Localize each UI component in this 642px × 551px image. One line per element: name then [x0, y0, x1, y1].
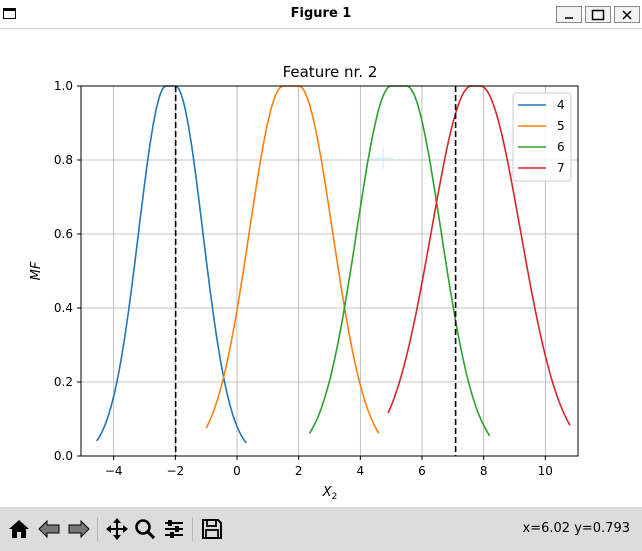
pan-icon — [106, 518, 128, 540]
legend-box — [512, 92, 572, 182]
legend: 4 5 6 7 — [512, 92, 572, 182]
configure-subplots-icon — [165, 520, 183, 538]
x-tick-label: 4 — [357, 464, 365, 478]
home-button[interactable] — [6, 516, 32, 542]
forward-icon — [68, 519, 90, 539]
close-button[interactable] — [614, 6, 640, 23]
series-line-4 — [96, 85, 247, 444]
x-tick-label: 0 — [233, 464, 241, 478]
minimize-button[interactable] — [556, 6, 582, 23]
close-icon — [622, 9, 632, 20]
threshold-lines — [174, 86, 457, 456]
crosshair-cursor — [372, 147, 394, 169]
minimize-icon — [565, 16, 573, 19]
pan-button[interactable] — [104, 516, 130, 542]
x-tick-label: −4 — [105, 464, 123, 478]
y-tick-label: 1.0 — [54, 79, 73, 93]
cursor-coordinates: x=6.02 y=0.793 — [522, 521, 630, 536]
zoom-icon — [135, 519, 156, 540]
toolbar-separator — [192, 517, 193, 541]
x-tick-label: 10 — [538, 464, 553, 478]
series-lines — [96, 85, 571, 444]
x-axis-label: X2 — [322, 485, 338, 502]
legend-label: 7 — [557, 161, 565, 175]
maximize-button[interactable] — [585, 6, 611, 23]
legend-label: 4 — [557, 98, 565, 112]
forward-button[interactable] — [66, 516, 92, 542]
y-tick-label: 0.0 — [54, 449, 73, 463]
x-tick-label: 2 — [295, 464, 303, 478]
window-titlebar: Figure 1 — [0, 0, 642, 29]
configure-subplots-button[interactable] — [161, 516, 187, 542]
toolbar-separator — [97, 517, 98, 541]
ticks: −4 −2 0 2 4 6 8 10 0.0 0.2 0.4 0.6 0.8 1.0 — [54, 79, 553, 478]
y-tick-label: 0.8 — [54, 153, 73, 167]
window-title: Figure 1 — [290, 6, 352, 21]
save-button[interactable] — [199, 516, 225, 542]
x-tick-label: 6 — [418, 464, 426, 478]
x-tick-label: 8 — [480, 464, 488, 478]
maximize-icon — [591, 9, 605, 20]
back-button[interactable] — [36, 516, 62, 542]
chart: −4 −2 0 2 4 6 8 10 0.0 0.2 0.4 0.6 0.8 1.0 Feature nr… — [29, 63, 579, 502]
chart-title: Feature nr. 2 — [283, 63, 378, 81]
y-tick-label: 0.4 — [54, 301, 73, 315]
window-app-icon — [3, 8, 16, 19]
legend-label: 6 — [557, 140, 565, 154]
y-axis-label: MF — [29, 261, 44, 280]
x-tick-label: −2 — [166, 464, 184, 478]
legend-label: 5 — [557, 119, 565, 133]
axes-frame — [80, 85, 579, 457]
save-icon — [202, 519, 222, 539]
zoom-button[interactable] — [132, 516, 158, 542]
figure-canvas[interactable]: −4 −2 0 2 4 6 8 10 0.0 0.2 0.4 0.6 0.8 1.0 Feature nr… — [0, 29, 642, 507]
home-icon — [9, 520, 29, 538]
navigation-toolbar: x=6.02 y=0.793 — [0, 507, 642, 551]
y-tick-label: 0.6 — [54, 227, 73, 241]
back-icon — [38, 519, 60, 539]
y-tick-label: 0.2 — [54, 375, 73, 389]
